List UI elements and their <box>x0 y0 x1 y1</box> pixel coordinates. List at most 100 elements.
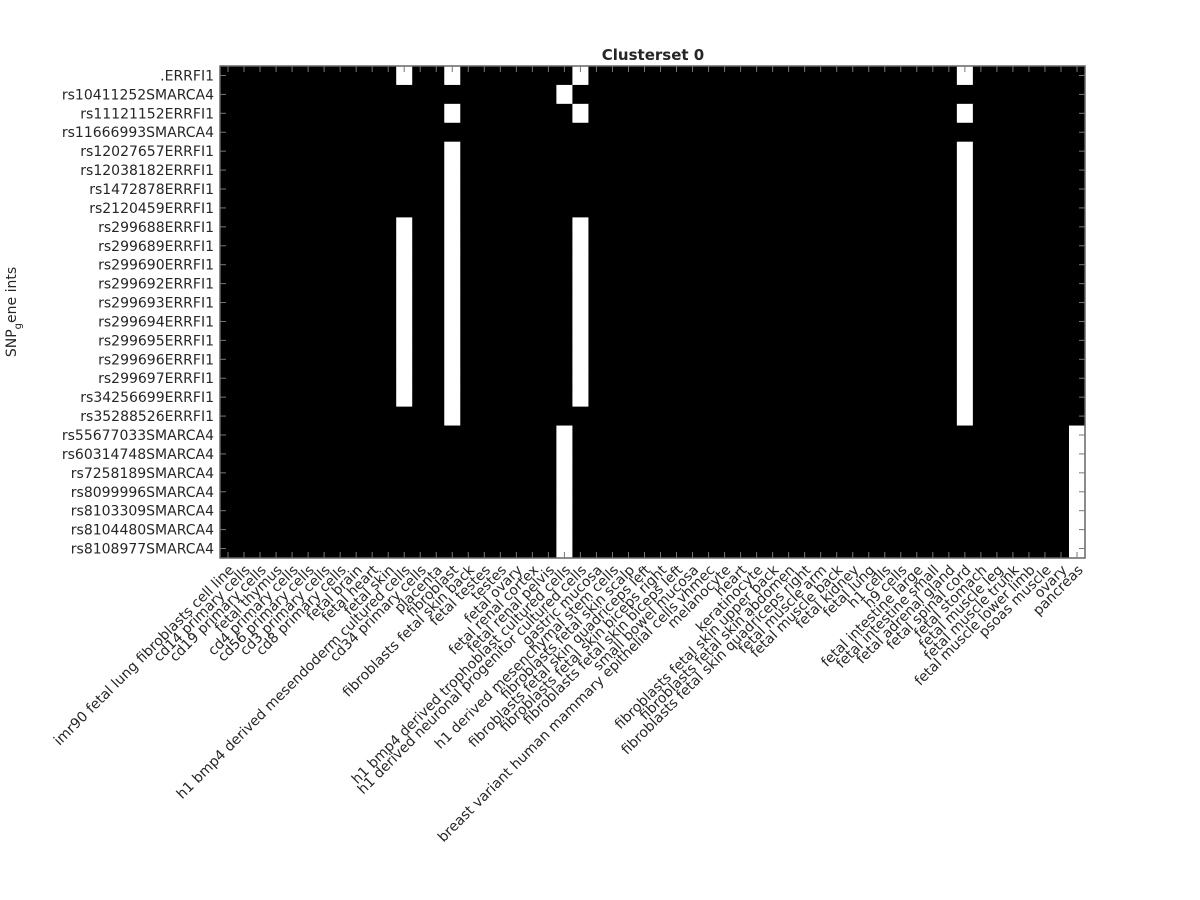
heatmap-cell <box>716 520 734 540</box>
heatmap-cell <box>972 444 990 464</box>
heatmap-cell <box>652 349 670 370</box>
heatmap-cell <box>300 255 317 275</box>
heatmap-cell <box>508 179 525 199</box>
heatmap-cell <box>1020 312 1038 332</box>
heatmap-cell <box>604 217 621 237</box>
y-tick-label: rs299694ERRFI1 <box>98 314 214 330</box>
heatmap-cell <box>732 501 750 521</box>
heatmap-cell <box>1020 179 1038 199</box>
heatmap-cell <box>764 236 782 256</box>
heatmap-cell <box>236 66 253 86</box>
heatmap-cell <box>444 463 461 483</box>
heatmap-cell <box>940 236 958 256</box>
heatmap-cell <box>796 520 814 540</box>
heatmap-cell <box>940 406 958 427</box>
heatmap-cell <box>1068 406 1086 427</box>
heatmap-cell <box>444 274 461 294</box>
y-tick-label: rs8099996SMARCA4 <box>71 485 214 501</box>
heatmap-cell <box>300 444 317 464</box>
heatmap-cell <box>812 274 830 294</box>
heatmap-cell <box>572 349 589 370</box>
heatmap-cell <box>428 66 445 86</box>
heatmap-cell <box>860 160 878 181</box>
heatmap-cell <box>492 368 509 389</box>
heatmap-cell <box>796 66 814 86</box>
heatmap-cell <box>524 236 541 256</box>
heatmap-cell <box>716 141 734 162</box>
heatmap-cell <box>348 520 365 540</box>
heatmap-cell <box>860 501 878 521</box>
heatmap-cell <box>988 293 1006 313</box>
heatmap-cell <box>604 122 621 143</box>
heatmap-cell <box>812 349 830 370</box>
heatmap-cell <box>620 141 637 162</box>
heatmap-cell <box>412 539 429 559</box>
heatmap-cell <box>460 501 477 521</box>
heatmap-cell <box>604 539 621 559</box>
heatmap-cell <box>636 349 653 370</box>
heatmap-cell <box>556 179 573 199</box>
heatmap-cell <box>860 312 878 332</box>
heatmap-cell <box>268 406 285 427</box>
heatmap-cell <box>908 501 926 521</box>
heatmap-cell <box>892 444 910 464</box>
heatmap-cell <box>412 255 429 275</box>
heatmap-cell <box>444 425 461 445</box>
heatmap-cell <box>652 520 670 540</box>
heatmap-cell <box>1036 349 1054 370</box>
heatmap-cell <box>796 255 814 275</box>
heatmap-cell <box>924 330 942 351</box>
heatmap-cell <box>908 274 926 294</box>
heatmap-cell <box>556 274 573 294</box>
heatmap-cell <box>268 274 285 294</box>
heatmap-cell <box>1052 312 1070 332</box>
heatmap-cell <box>908 349 926 370</box>
heatmap-cell <box>588 160 605 181</box>
heatmap-cell <box>460 198 477 218</box>
heatmap-cell <box>348 501 365 521</box>
heatmap-cell <box>716 66 734 86</box>
heatmap-cell <box>444 312 461 332</box>
heatmap-cell <box>844 387 862 408</box>
heatmap-cell <box>236 444 253 464</box>
heatmap-cell <box>316 198 333 218</box>
heatmap-cell <box>412 349 429 370</box>
heatmap-cell <box>396 406 413 427</box>
y-tick-label: rs1472878ERRFI1 <box>89 182 214 198</box>
heatmap-cell <box>444 482 461 502</box>
heatmap-cell <box>908 141 926 162</box>
heatmap-cell <box>460 217 477 237</box>
heatmap-cell <box>652 482 670 502</box>
heatmap-cell <box>396 539 413 559</box>
heatmap-cell <box>700 274 718 294</box>
heatmap-cell <box>380 198 397 218</box>
heatmap-cell <box>348 255 365 275</box>
heatmap-cell <box>556 312 573 332</box>
heatmap-cell <box>940 463 958 483</box>
heatmap-cell <box>524 330 541 351</box>
heatmap-cell <box>716 312 734 332</box>
heatmap-cell <box>844 217 862 237</box>
heatmap-cell <box>492 387 509 408</box>
heatmap-cell <box>924 122 942 143</box>
heatmap-cell <box>700 122 718 143</box>
heatmap-cell <box>380 141 397 162</box>
heatmap-cell <box>556 520 573 540</box>
y-tick-label: .ERRFI1 <box>160 68 214 84</box>
heatmap-cell <box>284 274 301 294</box>
heatmap-cell <box>588 122 605 143</box>
heatmap-cell <box>332 312 349 332</box>
heatmap-cell <box>908 463 926 483</box>
heatmap-cell <box>652 160 670 181</box>
heatmap-cell <box>748 84 766 105</box>
heatmap-cell <box>572 198 589 218</box>
heatmap-cell <box>220 463 237 483</box>
heatmap-cell <box>1068 122 1086 143</box>
heatmap-cell <box>412 368 429 389</box>
heatmap-cell <box>428 293 445 313</box>
heatmap-cell <box>1004 482 1022 502</box>
heatmap-cell <box>716 198 734 218</box>
heatmap-cell <box>588 293 605 313</box>
heatmap-cell <box>636 122 653 143</box>
